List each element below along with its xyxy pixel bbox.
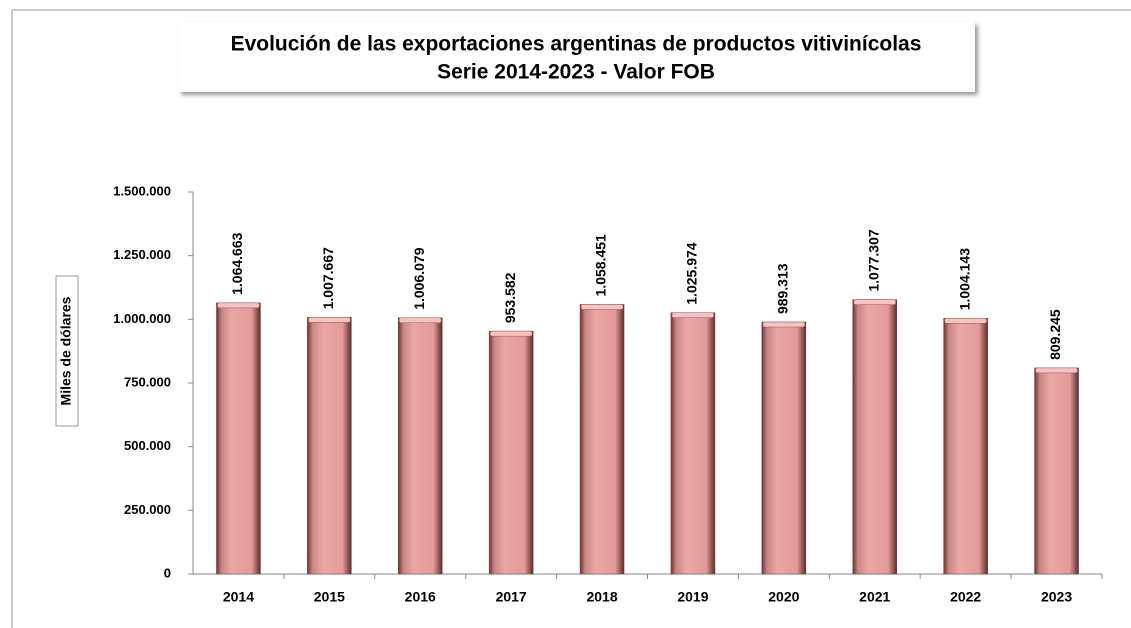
bar	[488, 330, 534, 575]
y-tick-label: 750.000	[124, 374, 171, 389]
y-tick-label: 1.500.000	[113, 183, 171, 198]
value-label: 809.245	[1047, 309, 1063, 360]
y-tick-label: 1.250.000	[113, 247, 171, 262]
x-tick-label: 2019	[677, 589, 708, 605]
bar	[1034, 367, 1079, 575]
title-box	[178, 22, 975, 92]
bar	[307, 317, 352, 575]
bar-cap	[671, 312, 715, 318]
value-label: 1.007.667	[320, 247, 336, 309]
bar-cap	[944, 318, 987, 324]
x-tick-label: 2023	[1041, 589, 1072, 605]
value-label: 1.077.307	[865, 229, 881, 291]
bar-cap	[399, 317, 442, 324]
y-axis-label: Miles de dólares	[58, 296, 74, 405]
bar-cap	[580, 304, 624, 310]
y-label-box	[55, 275, 79, 427]
value-label: 1.004.143	[956, 248, 972, 310]
x-tick-label: 2022	[950, 589, 981, 605]
y-tick-label: 500.000	[124, 438, 171, 453]
x-tick-label: 2016	[405, 589, 436, 605]
x-tick-label: 2014	[223, 589, 254, 605]
bar	[852, 299, 897, 575]
y-tick-label: 250.000	[124, 502, 171, 517]
bar-cap	[762, 321, 806, 328]
x-tick-label: 2017	[496, 589, 527, 605]
bar-cap	[217, 302, 260, 309]
x-tick-label: 2015	[314, 589, 345, 605]
value-label: 1.006.079	[411, 247, 427, 309]
x-tick-label: 2018	[586, 589, 617, 605]
bar	[398, 317, 443, 575]
bar-cap	[853, 299, 896, 305]
value-label: 1.064.663	[229, 232, 245, 294]
value-label: 989.313	[775, 263, 791, 314]
bar	[670, 312, 716, 575]
value-label: 1.058.451	[593, 234, 609, 296]
bar-cap	[489, 330, 533, 337]
x-tick-label: 2021	[859, 589, 890, 605]
chart-title: Evolución de las exportaciones argentina…	[231, 33, 922, 56]
y-tick-label: 0	[164, 565, 171, 580]
value-label: 1.025.974	[684, 242, 700, 304]
bar	[943, 318, 988, 575]
bar	[761, 321, 807, 575]
chart-subtitle: Serie 2014-2023 - Valor FOB	[437, 61, 715, 84]
value-label: 953.582	[502, 272, 518, 323]
bar-cap	[308, 317, 351, 323]
bar	[579, 304, 625, 575]
x-tick-label: 2020	[768, 589, 799, 605]
bar-cap	[1035, 367, 1078, 374]
y-tick-label: 1.000.000	[113, 311, 171, 326]
bar	[216, 302, 261, 575]
